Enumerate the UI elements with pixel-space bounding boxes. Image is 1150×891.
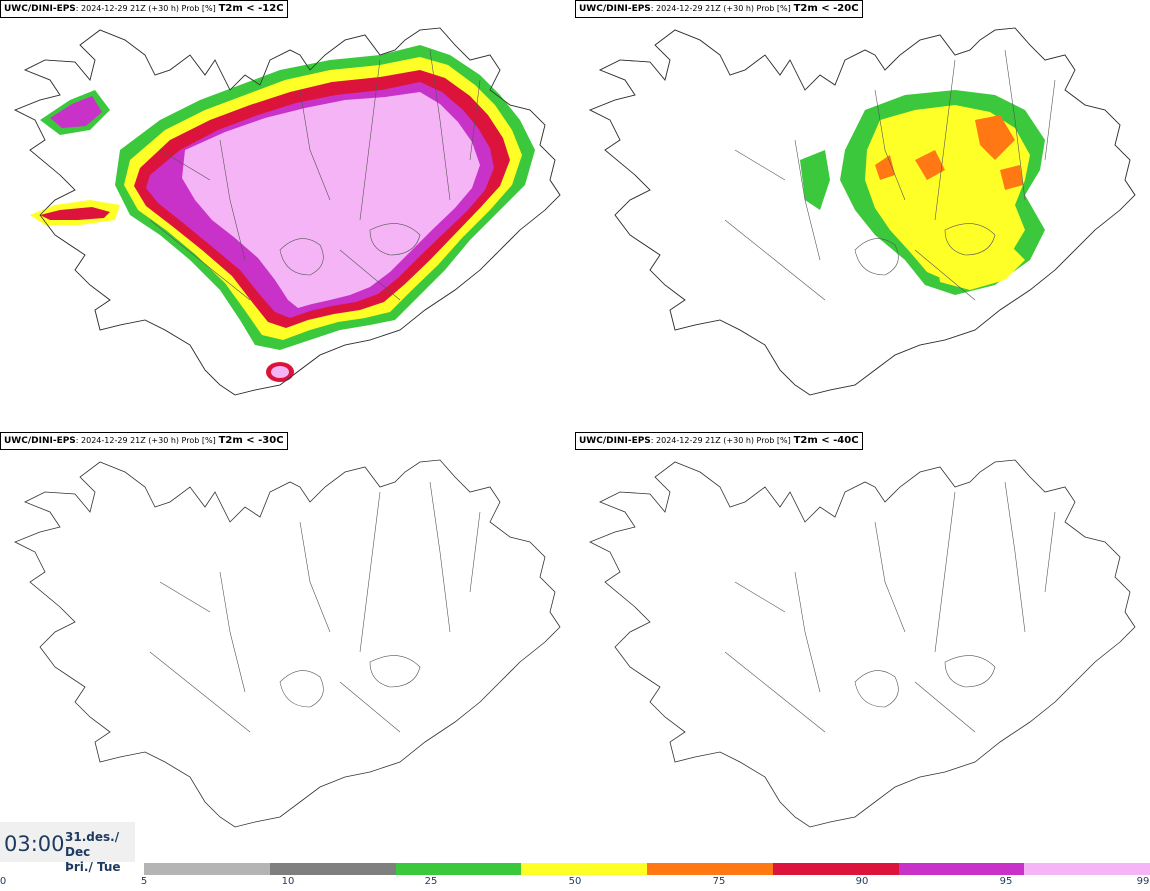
legend-swatch bbox=[772, 863, 899, 875]
iceland-map bbox=[14, 459, 561, 828]
iceland-map bbox=[14, 27, 561, 396]
legend-swatch bbox=[269, 863, 396, 875]
run-description: : 2024-12-29 21Z (+30 h) Prob [%] bbox=[75, 4, 216, 13]
map-panel-2: UWC/DINI-EPS: 2024-12-29 21Z (+30 h) Pro… bbox=[575, 0, 1150, 432]
iceland-map bbox=[589, 27, 1136, 396]
model-name: UWC/DINI-EPS bbox=[4, 436, 76, 446]
legend-swatch bbox=[521, 863, 648, 875]
date-line-2: Þri./ Tue bbox=[65, 860, 121, 874]
legend-ticks: 0 5 10 25 50 75 90 95 99 bbox=[0, 876, 1150, 890]
legend-swatch bbox=[647, 863, 774, 875]
panel-title: UWC/DINI-EPS: 2024-12-29 21Z (+30 h) Pro… bbox=[575, 0, 863, 18]
panel-title: UWC/DINI-EPS: 2024-12-29 21Z (+30 h) Pro… bbox=[575, 432, 863, 450]
color-legend bbox=[144, 863, 1150, 875]
legend-swatch bbox=[144, 863, 271, 875]
variable-threshold: T2m < -30C bbox=[218, 435, 284, 446]
legend-tick-label: 10 bbox=[281, 876, 295, 887]
variable-threshold: T2m < -12C bbox=[218, 3, 284, 14]
variable-threshold: T2m < -20C bbox=[793, 3, 859, 14]
legend-swatch bbox=[1024, 863, 1150, 875]
run-description: : 2024-12-29 21Z (+30 h) Prob [%] bbox=[650, 4, 791, 13]
legend-tick-label: 99 bbox=[1136, 876, 1150, 887]
legend-tick-label: 75 bbox=[712, 876, 726, 887]
date-line-1: 31.des./ Dec bbox=[65, 830, 120, 859]
panel-title: UWC/DINI-EPS: 2024-12-29 21Z (+30 h) Pro… bbox=[0, 0, 288, 18]
valid-time: 03:00 bbox=[4, 832, 65, 856]
map-panel-1: UWC/DINI-EPS: 2024-12-29 21Z (+30 h) Pro… bbox=[0, 0, 575, 432]
map-panel-4: UWC/DINI-EPS: 2024-12-29 21Z (+30 h) Pro… bbox=[575, 432, 1150, 864]
run-description: : 2024-12-29 21Z (+30 h) Prob [%] bbox=[75, 436, 216, 445]
legend-tick-label: 50 bbox=[568, 876, 582, 887]
legend-tick-label: 95 bbox=[999, 876, 1013, 887]
panel-title: UWC/DINI-EPS: 2024-12-29 21Z (+30 h) Pro… bbox=[0, 432, 288, 450]
map-panel-3: UWC/DINI-EPS: 2024-12-29 21Z (+30 h) Pro… bbox=[0, 432, 575, 864]
legend-swatch bbox=[395, 863, 522, 875]
iceland-map bbox=[589, 459, 1136, 828]
model-name: UWC/DINI-EPS bbox=[4, 4, 76, 14]
valid-date: 31.des./ Dec Þri./ Tue bbox=[65, 830, 135, 875]
valid-time-box: 03:00 31.des./ Dec Þri./ Tue bbox=[0, 822, 135, 874]
variable-threshold: T2m < -40C bbox=[793, 435, 859, 446]
model-name: UWC/DINI-EPS bbox=[579, 436, 651, 446]
legend-tick-label: 25 bbox=[424, 876, 438, 887]
run-description: : 2024-12-29 21Z (+30 h) Prob [%] bbox=[650, 436, 791, 445]
legend-tick-label: 90 bbox=[855, 876, 869, 887]
legend-tick-label: 5 bbox=[140, 876, 148, 887]
legend-swatch bbox=[898, 863, 1025, 875]
legend-tick-label: 0 bbox=[0, 876, 7, 887]
model-name: UWC/DINI-EPS bbox=[579, 4, 651, 14]
